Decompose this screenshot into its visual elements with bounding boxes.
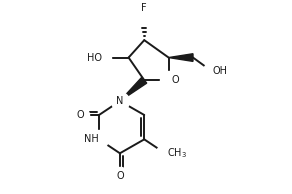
Text: N: N	[116, 96, 124, 106]
Text: NH: NH	[84, 134, 99, 144]
Polygon shape	[120, 77, 147, 101]
Text: CH$_3$: CH$_3$	[167, 146, 187, 160]
Text: HO: HO	[88, 53, 102, 62]
Polygon shape	[168, 54, 193, 61]
Text: F: F	[141, 3, 147, 13]
Text: O: O	[76, 110, 84, 120]
Text: OH: OH	[212, 67, 227, 76]
Text: O: O	[116, 171, 124, 181]
Text: O: O	[171, 75, 179, 85]
